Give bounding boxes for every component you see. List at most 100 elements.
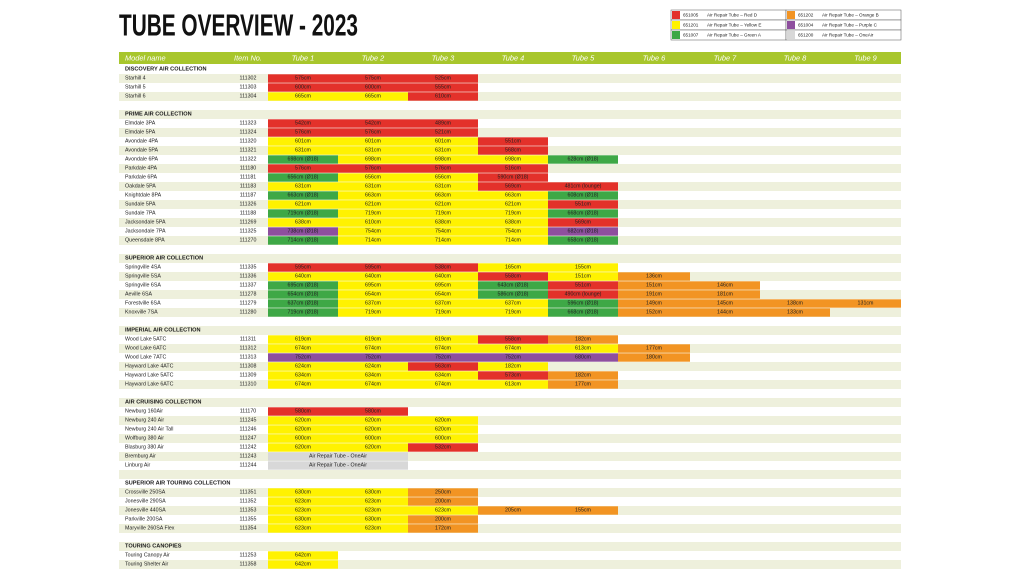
tube-cell: [548, 182, 618, 191]
model-name: Wood Lake 7ATC: [125, 355, 166, 361]
tube-cell: [268, 209, 338, 218]
tube-cell: [618, 353, 690, 362]
tube-length: 576cm: [295, 130, 311, 136]
tube-length: 714cm: [505, 238, 521, 244]
model-name: Queensdale 8PA: [125, 238, 165, 244]
item-number: 111352: [240, 499, 257, 505]
tube-length: 695cm (Ø18): [288, 283, 319, 289]
tube-cell: [338, 407, 408, 416]
tube-length: 610cm: [435, 94, 451, 100]
tube-length: 738cm (Ø18): [288, 229, 319, 235]
tube-cell: [408, 362, 478, 371]
tube-cell: [338, 137, 408, 146]
item-number: 111278: [240, 292, 257, 298]
tube-cell: [268, 506, 338, 515]
tube-cell: [408, 155, 478, 164]
item-number: 111279: [240, 301, 257, 307]
tube-cell: [338, 524, 408, 533]
tube-length: 182cm: [575, 373, 591, 379]
tube-cell: [338, 344, 408, 353]
tube-length: 205cm: [505, 508, 521, 514]
legend-swatch: [787, 21, 795, 29]
tube-length: 610cm: [365, 220, 381, 226]
tube-length: 623cm: [295, 508, 311, 514]
tube-length: 668cm (Ø18): [568, 310, 599, 316]
tube-length: 637cm: [505, 301, 521, 307]
tube-length: 576cm: [435, 166, 451, 172]
tube-cell: [478, 335, 548, 344]
model-name: Wood Lake 6ATC: [125, 346, 166, 352]
tube-cell: [268, 425, 338, 434]
tube-length: 631cm: [435, 148, 451, 154]
tube-cell: [408, 83, 478, 92]
model-name: Parkville 200SA: [125, 517, 163, 523]
tube-length: 542cm: [295, 121, 311, 127]
tube-cell: [268, 371, 338, 380]
model-name: Hayward Lake 6ATC: [125, 382, 174, 388]
tube-cell: [338, 335, 408, 344]
tube-cell: [408, 182, 478, 191]
tube-cell: [408, 92, 478, 101]
model-name: Jonesville 440SA: [125, 508, 166, 514]
tube-cell: [478, 164, 548, 173]
column-header: Tube 6: [643, 54, 666, 63]
tube-cell: [338, 155, 408, 164]
tube-length: 719cm (Ø18): [288, 211, 319, 217]
tube-length: 490cm (lounge): [565, 292, 602, 298]
section-title: SUPERIOR AIR COLLECTION: [125, 256, 203, 262]
item-number: 111309: [240, 373, 257, 379]
tube-length: 155cm: [575, 265, 591, 271]
item-number: 111181: [240, 175, 257, 181]
model-name: Elmdale 5PA: [125, 130, 156, 136]
tube-length: 568cm: [505, 148, 521, 154]
tube-cell: [548, 344, 618, 353]
legend-label: Air Repair Tube – Yellow E: [707, 23, 761, 28]
item-number: 111246: [240, 427, 257, 433]
tube-length: 658cm (Ø18): [568, 238, 599, 244]
column-header: Tube 1: [292, 54, 314, 63]
row-stripe: [119, 488, 901, 497]
model-name: Linburg Air: [125, 463, 151, 469]
tube-cell: [338, 263, 408, 272]
item-number: 111170: [240, 409, 257, 415]
row-stripe: [119, 110, 901, 119]
tube-cell: [408, 191, 478, 200]
tube-cell: [268, 497, 338, 506]
tube-cell: [268, 380, 338, 389]
tube-length: 563cm: [435, 364, 451, 370]
tube-cell: [478, 299, 548, 308]
tube-length: 250cm: [435, 490, 451, 496]
tube-cell: [548, 380, 618, 389]
item-number: 111323: [240, 121, 257, 127]
tube-length: 151cm: [646, 283, 662, 289]
model-name: Avondale 5PA: [125, 148, 159, 154]
tube-length: 637cm: [365, 301, 381, 307]
model-name: Sundale 7PA: [125, 211, 156, 217]
tube-length: 623cm: [365, 526, 381, 532]
tube-cell: [338, 92, 408, 101]
item-number: 111247: [240, 436, 257, 442]
tube-cell: [268, 290, 338, 299]
tube-cell: [408, 371, 478, 380]
tube-length: 181cm: [717, 292, 733, 298]
tube-length: 576cm: [365, 166, 381, 172]
item-number: 111311: [240, 337, 257, 343]
tube-length: 674cm: [365, 346, 381, 352]
item-number: 111335: [240, 265, 257, 271]
tube-length: 654cm (Ø18): [288, 292, 319, 298]
tube-length: 601cm: [365, 139, 381, 145]
tube-cell: [408, 236, 478, 245]
tube-cell: [408, 353, 478, 362]
item-number: 111245: [240, 418, 257, 424]
tube-cell: [690, 281, 760, 290]
tube-cell: [408, 416, 478, 425]
tube-length: 595cm: [365, 265, 381, 271]
tube-length: 637cm (Ø18): [288, 301, 319, 307]
tube-cell: [408, 74, 478, 83]
tube-cell: [338, 353, 408, 362]
legend-label: Air Repair Tube – Green A: [707, 33, 762, 38]
tube-cell: [690, 308, 760, 317]
model-name: Sundale 5PA: [125, 202, 156, 208]
tube-length: 630cm: [295, 517, 311, 523]
tube-length: 623cm: [295, 499, 311, 505]
